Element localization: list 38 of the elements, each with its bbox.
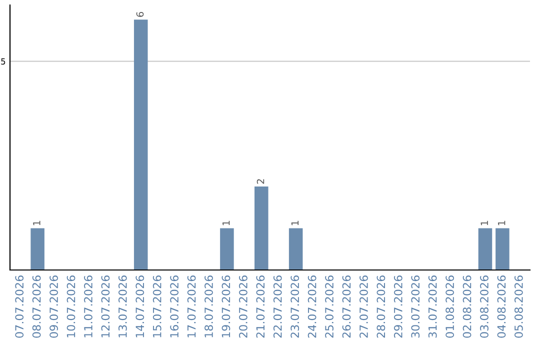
data-label: 1 <box>33 220 40 226</box>
x-tick-label: 25.07.2026 <box>325 276 334 338</box>
x-tick-label: 10.07.2026 <box>66 276 76 338</box>
data-label: 2 <box>256 179 264 184</box>
x-tick-label: 21.07.2026 <box>256 276 265 338</box>
x-tick-label: 27.07.2026 <box>360 276 368 338</box>
x-tick-label: 13.07.2026 <box>118 276 127 338</box>
x-tick-label: 29.07.2026 <box>394 276 402 338</box>
x-tick-label: 05.08.2026 <box>514 276 523 338</box>
x-tick-label: 23.07.2026 <box>290 276 300 338</box>
x-tick-label: 16.07.2026 <box>170 276 179 338</box>
x-tick-label: 03.08.2026 <box>480 276 488 338</box>
y-tick-label: 5 <box>1 58 6 65</box>
x-tick-label: 07.07.2026 <box>15 276 24 338</box>
data-label: 1 <box>222 220 230 226</box>
x-tick-label: 24.07.2026 <box>308 276 316 338</box>
x-tick-label: 18.07.2026 <box>204 276 213 338</box>
x-tick-label: 02.08.2026 <box>462 276 472 338</box>
x-tick-label: 04.08.2026 <box>497 276 506 338</box>
x-tick-label: 22.07.2026 <box>273 276 282 338</box>
x-tick-label: 11.07.2026 <box>84 276 92 338</box>
x-tick-label: 17.07.2026 <box>187 276 196 338</box>
x-tick-label: 31.07.2026 <box>428 276 437 338</box>
x-tick-label: 28.07.2026 <box>376 276 386 338</box>
x-tick-label: 15.07.2026 <box>152 276 162 338</box>
x-tick-label: 09.07.2026 <box>50 276 58 338</box>
x-tick-label: 12.07.2026 <box>101 276 110 338</box>
data-label: 1 <box>498 220 506 226</box>
data-label: 1 <box>291 220 299 226</box>
x-tick-label: 30.07.2026 <box>411 276 420 338</box>
x-tick-label: 20.07.2026 <box>238 276 248 338</box>
x-tick-label: 08.07.2026 <box>32 276 41 338</box>
x-tick-label: 01.08.2026 <box>446 276 454 338</box>
x-tick-label: 14.07.2026 <box>136 276 144 338</box>
data-label: 1 <box>480 220 488 226</box>
x-tick-label: 26.07.2026 <box>342 276 351 338</box>
x-tick-label: 19.07.2026 <box>222 276 230 338</box>
data-label: 6 <box>136 12 144 17</box>
